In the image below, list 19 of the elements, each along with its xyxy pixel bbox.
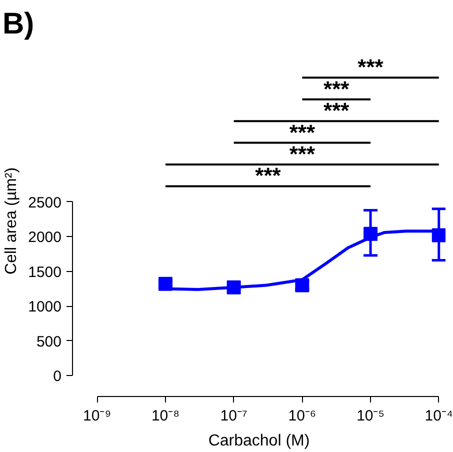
x-tick-label: 10⁻⁷: [220, 408, 248, 424]
x-tick-label: 10⁻⁵: [356, 408, 384, 424]
x-tick-label: 10⁻⁸: [151, 408, 180, 424]
y-axis-title: Cell area (µm²): [3, 167, 20, 275]
y-tick-label: 1500: [28, 264, 62, 281]
y-tick-label: 0: [53, 368, 62, 386]
chart-title: B): [2, 8, 34, 40]
x-tick-label: 10⁻⁶: [288, 408, 316, 424]
y-tick-label: 1000: [28, 298, 62, 316]
x-axis-title: Carbachol (M): [208, 432, 310, 450]
point: [295, 278, 310, 292]
point: [158, 276, 172, 291]
y-tick-label: 2500: [28, 194, 62, 212]
y-tick-label: 2000: [28, 229, 62, 246]
x-tick-label: 10⁻⁹: [83, 408, 112, 424]
text: ***: [255, 163, 282, 188]
x-tick-label: 10⁻⁴: [424, 408, 453, 424]
y-tick-label: 500: [36, 333, 62, 350]
text: ***: [358, 54, 384, 80]
